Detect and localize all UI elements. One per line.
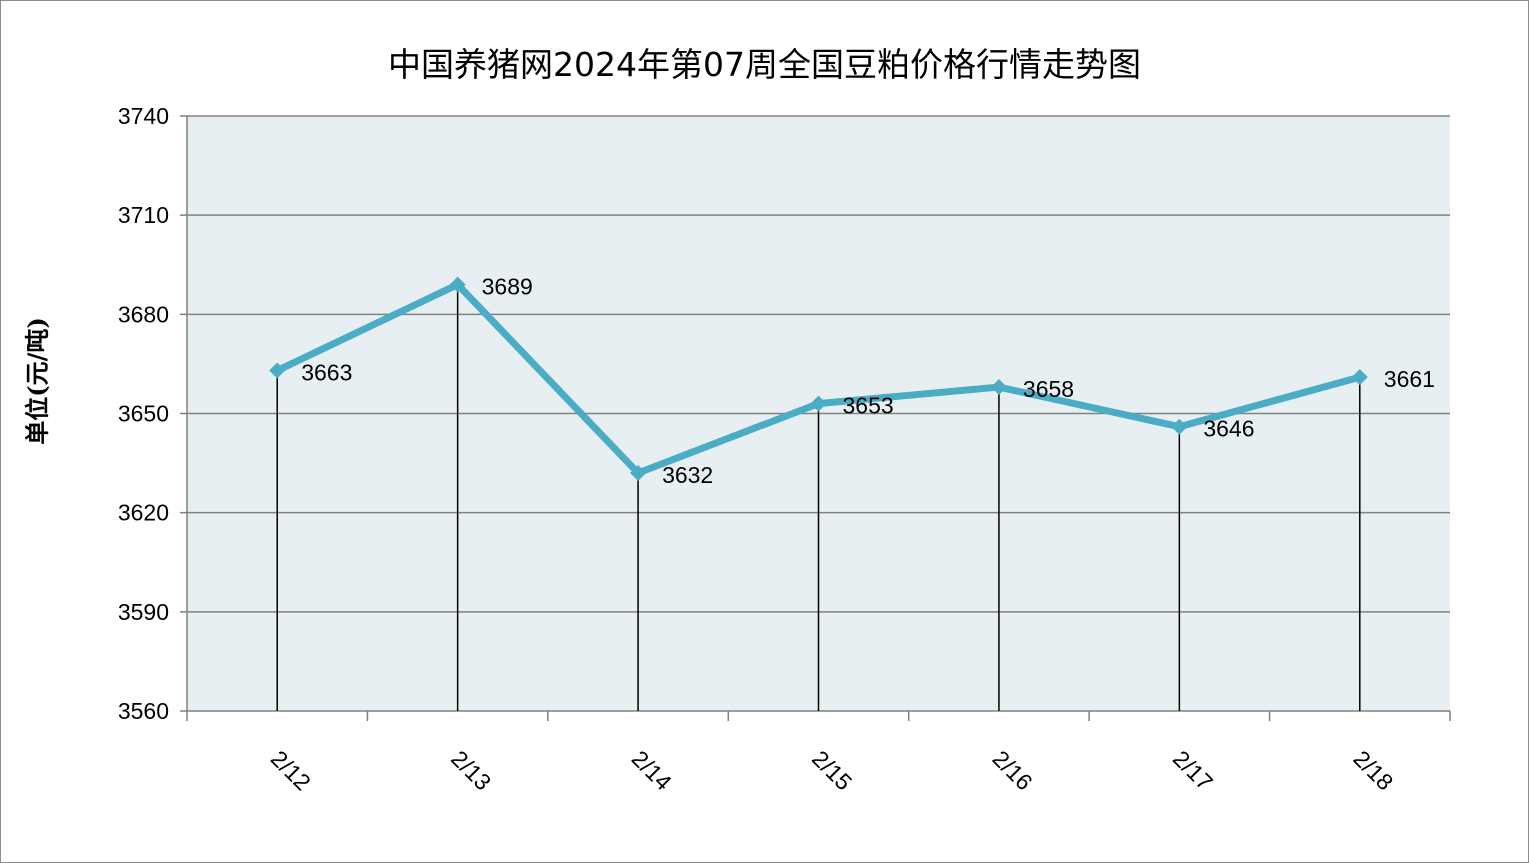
x-tick-label: 2/18	[1348, 745, 1398, 795]
data-label: 3632	[662, 462, 713, 488]
y-tick-label: 3560	[118, 698, 169, 724]
data-label: 3689	[482, 274, 533, 300]
data-label: 3658	[1023, 376, 1074, 402]
data-point	[990, 379, 1007, 396]
y-tick-label: 3680	[118, 301, 169, 327]
data-point	[1171, 418, 1188, 435]
data-point	[269, 362, 286, 379]
x-tick-label: 2/14	[627, 745, 677, 795]
data-point	[630, 465, 647, 481]
x-tick-label: 2/12	[266, 745, 316, 795]
y-tick-label: 3740	[118, 103, 169, 129]
data-markers	[269, 276, 1368, 481]
data-label: 3646	[1203, 416, 1254, 442]
y-tick-label: 3650	[118, 401, 169, 427]
data-labels: 3663 3689 3632 3653 3658 3646 3661	[301, 274, 1435, 488]
data-point	[810, 395, 827, 412]
data-point	[449, 276, 466, 293]
data-point	[1351, 369, 1368, 386]
chart-title: 中国养猪网2024年第07周全国豆粕价格行情走势图	[388, 45, 1141, 84]
y-tick-label: 3590	[118, 599, 169, 625]
y-tick-label: 3620	[118, 500, 169, 526]
x-tick-label: 2/17	[1168, 745, 1218, 795]
x-tick-label: 2/15	[807, 745, 857, 795]
x-tick-label: 2/16	[988, 745, 1038, 795]
x-tick-labels: 2/12 2/13 2/14 2/15 2/16 2/17 2/18	[266, 745, 1399, 795]
x-tick-label: 2/13	[446, 745, 496, 795]
drop-lines	[276, 284, 1361, 711]
data-label: 3653	[843, 393, 894, 419]
y-tick-labels: 3560 3590 3620 3650 3680 3710 3740	[118, 103, 169, 724]
y-tick-label: 3710	[118, 202, 169, 228]
data-label: 3663	[301, 360, 352, 386]
data-label: 3661	[1384, 366, 1435, 392]
